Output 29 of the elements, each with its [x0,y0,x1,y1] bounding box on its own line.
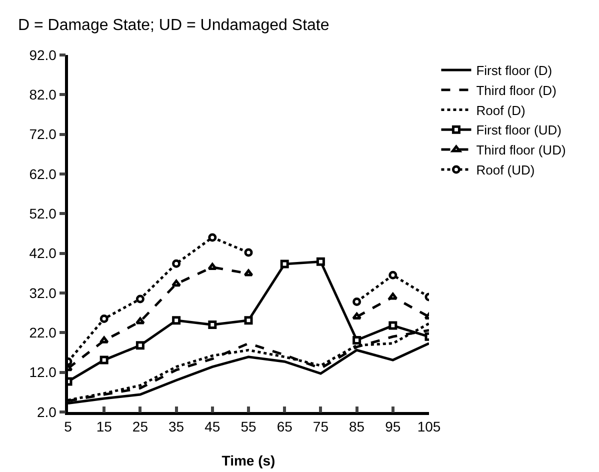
x-tick-label: 35 [168,418,184,435]
y-tick-label: 42.0 [29,245,57,262]
x-tick-label: 45 [204,418,220,435]
y-tick-label: 62.0 [29,166,57,182]
legend-label: Third floor (D) [476,82,556,98]
x-tick-label: 55 [240,418,256,435]
x-tick-label: 95 [385,418,401,435]
y-tick-label: 2.0 [36,404,57,420]
y-tick-label: 12.0 [29,364,57,380]
x-tick-label: 5 [64,418,72,435]
legend-label: Third floor (UD) [476,142,566,158]
legend-label: Roof (D) [476,102,526,118]
y-tick-label: 82.0 [29,86,57,103]
x-axis-title: Time (s) [222,452,276,468]
legend-label: First floor (UD) [476,122,562,138]
y-tick-label: 22.0 [29,324,57,341]
x-tick-label: 25 [132,418,148,435]
legend-label: First floor (D) [476,63,552,78]
y-tick-label: 92.0 [29,46,57,63]
x-tick-label: 75 [312,418,329,435]
x-tick-label: 65 [276,418,293,435]
y-tick-label: 32.0 [29,284,57,301]
y-tick-label: 52.0 [29,206,57,222]
legend-label: Roof (UD) [476,162,535,178]
chart-title: D = Damage State; UD = Undamaged State [18,17,330,34]
y-tick-label: 72.0 [29,126,57,142]
x-tick-label: 85 [349,418,365,435]
x-tick-label: 15 [96,418,112,435]
x-tick-label: 105 [417,418,441,435]
